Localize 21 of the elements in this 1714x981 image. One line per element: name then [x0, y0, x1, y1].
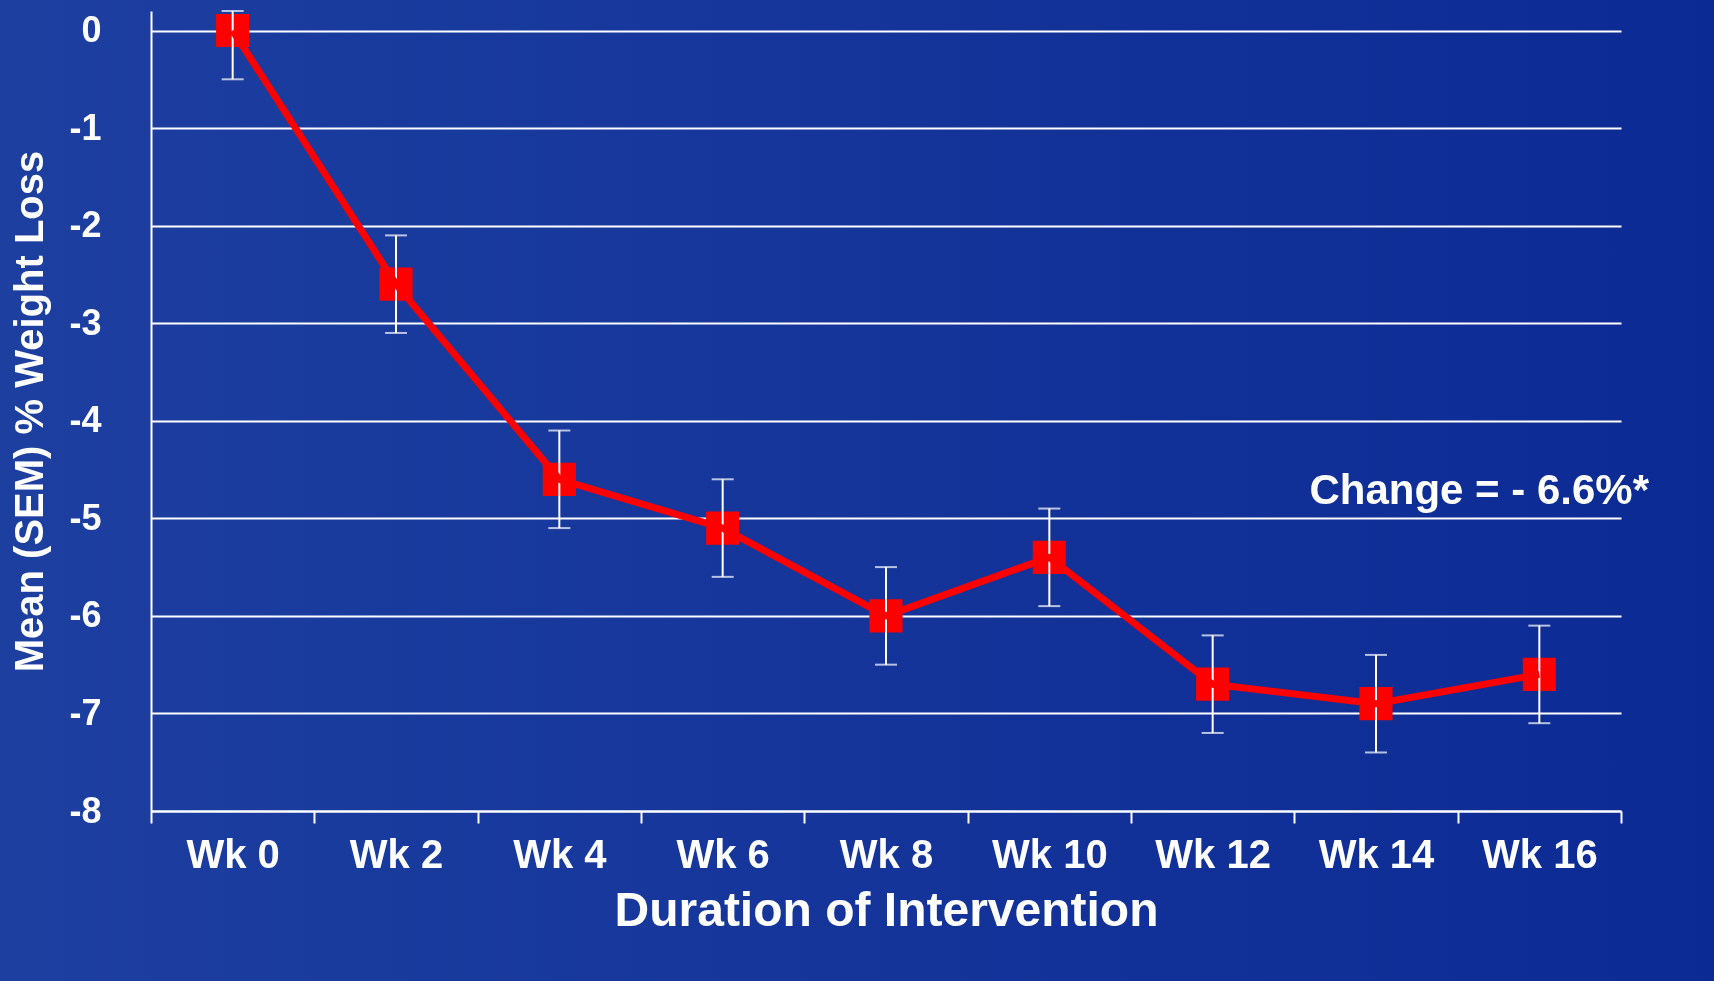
y-tick-label: -7 [69, 691, 102, 733]
x-tick-label: Wk 16 [1482, 831, 1598, 876]
x-tick-label: Wk 10 [992, 831, 1108, 876]
y-tick-label: 0 [81, 9, 102, 51]
y-tick-label: -6 [69, 594, 102, 636]
y-tick-label: -2 [69, 204, 102, 246]
annotation: Change = - 6.6%* [1309, 466, 1650, 513]
y-tick-label: -8 [69, 789, 102, 831]
x-tick-label: Wk 4 [513, 831, 608, 876]
x-axis-title: Duration of Intervention [614, 882, 1159, 936]
y-tick-label: -5 [69, 496, 102, 538]
y-tick-label: -1 [69, 106, 102, 148]
x-tick-label: Wk 6 [676, 831, 770, 876]
x-tick-label: Wk 2 [349, 831, 444, 876]
x-tick-label: Wk 14 [1318, 831, 1436, 876]
x-tick-label: Wk 8 [839, 831, 934, 876]
y-tick-label: -4 [69, 399, 102, 441]
x-tick-label: Wk 0 [186, 831, 280, 876]
y-axis-title: Mean (SEM) % Weight Loss [7, 150, 52, 673]
y-tick-label: -3 [69, 301, 102, 343]
x-tick-label: Wk 12 [1155, 831, 1271, 876]
